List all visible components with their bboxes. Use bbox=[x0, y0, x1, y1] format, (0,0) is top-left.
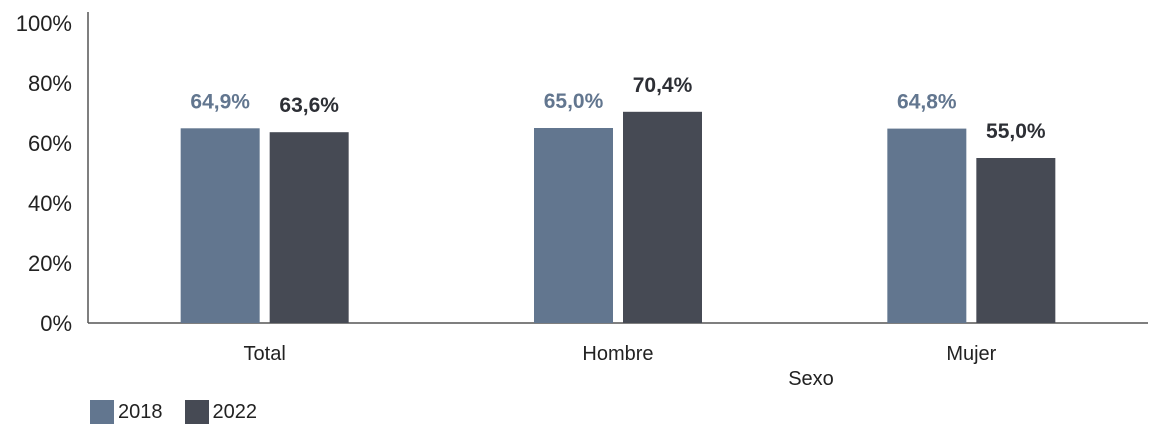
legend-label-2018: 2018 bbox=[118, 400, 163, 423]
bar-2018-hombre bbox=[534, 128, 613, 323]
y-tick-label: 80% bbox=[28, 71, 72, 96]
data-label-2022-hombre: 70,4% bbox=[633, 74, 693, 97]
y-tick-labels: 0% 20% 40% 60% 80% 100% bbox=[16, 11, 72, 336]
x-tick-label-total: Total bbox=[244, 343, 286, 365]
y-tick-label: 100% bbox=[16, 11, 72, 36]
data-label-2022-total: 63,6% bbox=[279, 94, 339, 117]
x-tick-label-hombre: Hombre bbox=[582, 343, 653, 365]
legend-item-2018: 2018 bbox=[90, 400, 163, 424]
bar-2022-mujer bbox=[976, 158, 1056, 323]
legend-label-2022: 2022 bbox=[212, 400, 258, 423]
chart-axes bbox=[87, 12, 1148, 324]
data-label-2018-mujer: 64,8% bbox=[897, 91, 957, 114]
bar-2018-mujer bbox=[887, 128, 967, 323]
data-label-2018-total: 64,9% bbox=[190, 90, 250, 113]
y-tick-label: 20% bbox=[28, 251, 72, 276]
x-axis-title: Sexo bbox=[788, 368, 834, 390]
y-tick-label: 60% bbox=[28, 131, 72, 156]
y-tick-label: 0% bbox=[40, 311, 72, 336]
bar-2022-hombre bbox=[623, 111, 702, 323]
y-tick-label: 40% bbox=[28, 191, 72, 216]
x-tick-labels: Total Hombre Mujer bbox=[244, 343, 997, 365]
legend: 2018 2022 bbox=[90, 400, 257, 424]
data-label-2022-mujer: 55,0% bbox=[986, 120, 1046, 143]
legend-swatch-2022 bbox=[184, 400, 209, 424]
legend-swatch-2018 bbox=[90, 400, 114, 424]
bar-group bbox=[180, 111, 1056, 323]
legend-item-2022: 2022 bbox=[184, 400, 258, 424]
bar-2018-total bbox=[180, 128, 260, 323]
bar-2022-total bbox=[269, 132, 349, 323]
x-tick-label-mujer: Mujer bbox=[946, 343, 996, 365]
data-labels: 64,9% 63,6% 65,0% 70,4% 64,8% 55,0% bbox=[190, 74, 1046, 143]
data-label-2018-hombre: 65,0% bbox=[544, 90, 604, 113]
